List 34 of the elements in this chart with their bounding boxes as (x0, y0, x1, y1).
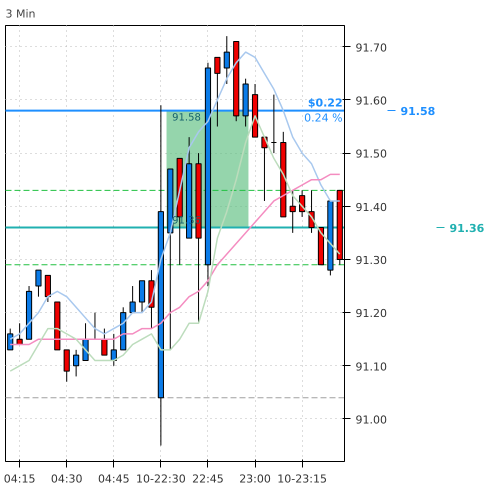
candlestick (138, 280, 146, 314)
ref-line-label: 91.36 (450, 222, 485, 236)
x-tick-label: 04:15 (4, 472, 36, 486)
candlestick (270, 94, 277, 154)
candlestick (110, 333, 117, 366)
annotation: $0.22 (308, 96, 343, 110)
y-tick-label: 91.60 (356, 94, 387, 108)
annotation: 0.24 % (304, 112, 343, 125)
candlestick (73, 349, 80, 377)
y-tick-label: 91.00 (356, 413, 387, 426)
annotation: 91.58 (172, 112, 201, 124)
candlestick (44, 274, 51, 302)
x-tick-label: 10-23:15 (277, 472, 327, 486)
x-tick-label: 04:30 (50, 472, 83, 486)
x-tick-label: 23:00 (239, 472, 271, 486)
chart-title: 3 Min (6, 8, 36, 20)
y-tick-label: 91.10 (356, 360, 387, 374)
candlestick (130, 286, 136, 314)
y-tick-label: 91.20 (356, 307, 387, 320)
candlestick (64, 349, 70, 382)
candlestick (290, 190, 296, 234)
candlestick (35, 270, 42, 298)
y-tick-label: 91.50 (356, 148, 387, 161)
y-tick-label: 91.30 (356, 254, 387, 267)
line-series (9, 115, 341, 372)
x-tick-label: 22:45 (192, 472, 224, 486)
x-tick-label: 04:45 (98, 472, 130, 486)
candlestick (214, 56, 220, 128)
y-tick-label: 91.70 (356, 41, 387, 54)
candlestick (224, 36, 230, 84)
candlestick (101, 328, 108, 356)
y-tick-label: 91.40 (356, 200, 387, 214)
ref-line-label: 91.58 (400, 105, 436, 118)
x-tick-label: 10-22:30 (136, 472, 186, 486)
